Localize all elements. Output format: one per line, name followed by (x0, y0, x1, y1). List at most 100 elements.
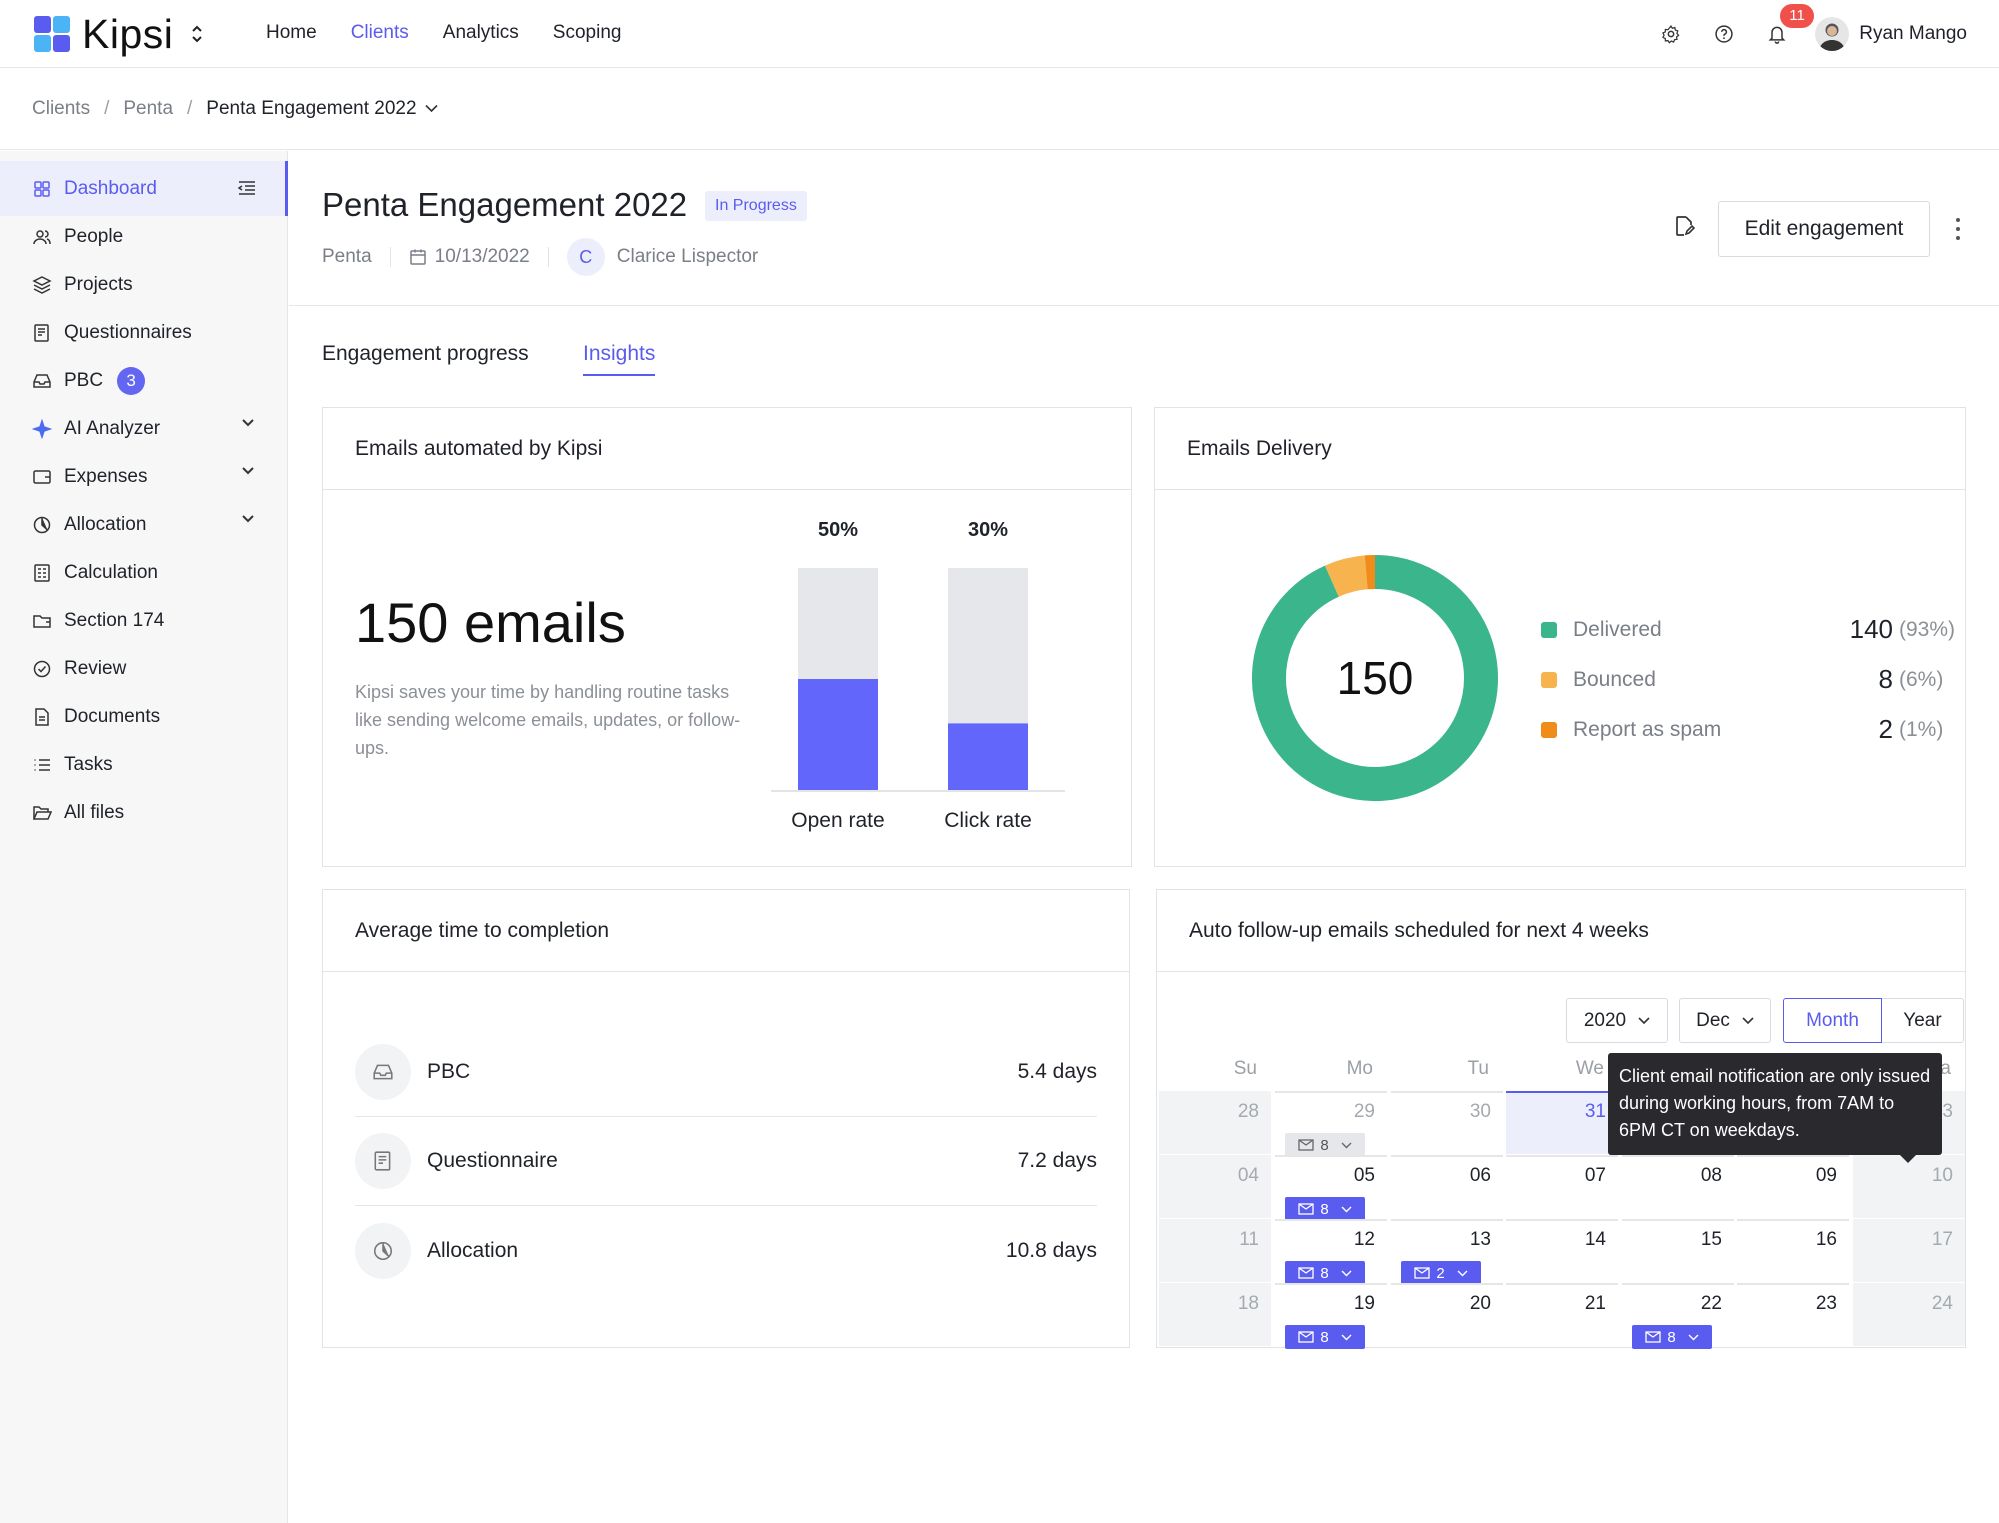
calendar-day[interactable]: 15 (1622, 1219, 1734, 1282)
edit-engagement-button[interactable]: Edit engagement (1718, 201, 1930, 257)
calendar-day-number: 22 (1700, 1293, 1722, 1314)
calendar-day[interactable]: 31 (1506, 1091, 1618, 1154)
working-hours-tooltip: Client email notification are only issue… (1608, 1053, 1942, 1155)
main-nav: Home Clients Analytics Scoping (266, 22, 655, 44)
edit-document-icon[interactable] (1672, 214, 1696, 238)
tab-engagement-progress[interactable]: Engagement progress (322, 342, 529, 365)
scheduled-emails-pill[interactable]: 2 (1401, 1261, 1481, 1285)
sidebar-item-section-174[interactable]: Section 174 (0, 593, 288, 648)
scheduled-emails-count: 8 (1320, 1136, 1329, 1154)
wallet-icon (32, 467, 52, 487)
logo[interactable]: Kipsi (32, 11, 203, 57)
scheduled-emails-pill[interactable]: 8 (1285, 1133, 1365, 1157)
sidebar-item-pbc[interactable]: PBC 3 (0, 353, 288, 408)
scheduled-emails-pill[interactable]: 8 (1285, 1197, 1365, 1221)
calendar-day-number: 06 (1469, 1165, 1491, 1186)
calendar-day[interactable]: 20 (1391, 1283, 1503, 1346)
calendar-day[interactable]: 05 8 (1275, 1155, 1387, 1221)
sidebar-item-label: Questionnaires (64, 321, 192, 343)
year-view-button[interactable]: Year (1881, 998, 1964, 1043)
sidebar-item-documents[interactable]: Documents (0, 689, 288, 744)
calendar-day[interactable]: 04 (1159, 1155, 1271, 1218)
sidebar-item-tasks[interactable]: Tasks (0, 737, 288, 792)
completion-list: PBC 5.4 days Questionnaire 7.2 days Allocati… (323, 972, 1129, 1348)
calendar-day-number: 05 (1353, 1165, 1375, 1186)
user-avatar[interactable] (1815, 17, 1850, 51)
calendar-day[interactable]: 18 (1159, 1283, 1271, 1346)
calendar-day[interactable]: 09 (1737, 1155, 1849, 1218)
calendar-day[interactable]: 12 8 (1275, 1219, 1387, 1285)
weekday-header: Tu (1467, 1058, 1489, 1079)
inbox-icon (32, 371, 52, 391)
breadcrumb-penta[interactable]: Penta (123, 97, 174, 119)
bar-category-label: Click rate (944, 809, 1032, 832)
engagement-date: 10/13/2022 (434, 246, 530, 267)
calendar-day[interactable]: 13 2 (1391, 1219, 1503, 1285)
allocation-icon (355, 1222, 411, 1279)
calendar-day[interactable]: 14 (1506, 1219, 1618, 1282)
allocation-icon (32, 515, 52, 535)
calendar-day[interactable]: 29 8 (1275, 1091, 1387, 1157)
calendar-day[interactable]: 11 (1159, 1219, 1271, 1282)
workspace-switch-icon[interactable] (191, 23, 203, 45)
weekday-header: We (1575, 1058, 1604, 1079)
scheduled-emails-pill[interactable]: 8 (1285, 1325, 1365, 1349)
calendar-day[interactable]: 16 (1737, 1219, 1849, 1282)
legend-swatch (1541, 671, 1557, 688)
calendar-day[interactable]: 06 (1391, 1155, 1503, 1218)
people-icon (32, 227, 52, 247)
sidebar-item-expenses[interactable]: Expenses (0, 449, 288, 504)
more-options-icon[interactable] (1948, 214, 1968, 244)
calendar-day[interactable]: 24 (1853, 1283, 1965, 1346)
nav-home[interactable]: Home (266, 22, 317, 43)
nav-scoping[interactable]: Scoping (552, 22, 622, 43)
calendar-day[interactable]: 23 (1737, 1283, 1849, 1346)
calendar-day[interactable]: 07 (1506, 1155, 1618, 1218)
calendar-day[interactable]: 08 (1622, 1155, 1734, 1218)
calendar-day[interactable]: 19 8 (1275, 1283, 1387, 1349)
nav-clients[interactable]: Clients (350, 22, 409, 43)
sidebar-item-dashboard[interactable]: Dashboard (0, 161, 288, 216)
collapse-sidebar-icon[interactable] (237, 179, 257, 197)
chevron-down-icon[interactable] (242, 419, 254, 427)
engagement-client[interactable]: Penta (322, 246, 372, 267)
donut-slice-delivered (1252, 555, 1498, 801)
tab-insights[interactable]: Insights (583, 342, 656, 376)
sidebar-item-calculation[interactable]: Calculation (0, 545, 288, 600)
emails-description: Kipsi saves your time by handling routin… (355, 682, 741, 758)
help-icon[interactable] (1706, 16, 1742, 52)
calendar-day-number: 16 (1815, 1229, 1837, 1250)
pbc-count-badge: 3 (117, 366, 146, 395)
user-name[interactable]: Ryan Mango (1859, 23, 1967, 44)
calendar-day[interactable]: 22 8 (1622, 1283, 1734, 1349)
notifications-bell-icon[interactable]: 11 (1759, 4, 1814, 52)
calendar-day[interactable]: 28 (1159, 1091, 1271, 1154)
settings-icon[interactable] (1653, 16, 1689, 52)
chevron-down-icon[interactable] (242, 515, 254, 523)
breadcrumb-clients[interactable]: Clients (32, 97, 91, 119)
calendar-day[interactable]: 10 (1853, 1155, 1965, 1218)
breadcrumb-current-engagement[interactable]: Penta Engagement 2022 (206, 98, 438, 120)
nav-analytics[interactable]: Analytics (442, 22, 519, 43)
month-select[interactable]: Dec (1679, 998, 1771, 1043)
sidebar-item-ai-analyzer[interactable]: AI Analyzer (0, 401, 288, 456)
chevron-down-icon (1341, 1334, 1352, 1340)
engagement-owner[interactable]: Clarice Lispector (616, 246, 759, 267)
scheduled-emails-pill[interactable]: 8 (1632, 1325, 1712, 1349)
scheduled-emails-pill[interactable]: 8 (1285, 1261, 1365, 1285)
calendar-day-number: 29 (1353, 1101, 1375, 1122)
chevron-down-icon[interactable] (242, 467, 254, 475)
sidebar-item-questionnaires[interactable]: Questionnaires (0, 305, 288, 360)
sidebar-item-allocation[interactable]: Allocation (0, 497, 288, 552)
year-select[interactable]: 2020 (1566, 998, 1668, 1043)
calendar-day[interactable]: 17 (1853, 1219, 1965, 1282)
calendar-day[interactable]: 21 (1506, 1283, 1618, 1346)
calendar-day-number: 28 (1237, 1101, 1259, 1122)
sidebar-item-projects[interactable]: Projects (0, 257, 288, 312)
month-view-button[interactable]: Month (1783, 998, 1882, 1043)
sidebar-item-all-files[interactable]: All files (0, 785, 288, 840)
calendar-day[interactable]: 30 (1391, 1091, 1503, 1154)
calendar-day-number: 13 (1469, 1229, 1491, 1250)
sidebar-item-people[interactable]: People (0, 209, 288, 264)
sidebar-item-review[interactable]: Review (0, 641, 288, 696)
